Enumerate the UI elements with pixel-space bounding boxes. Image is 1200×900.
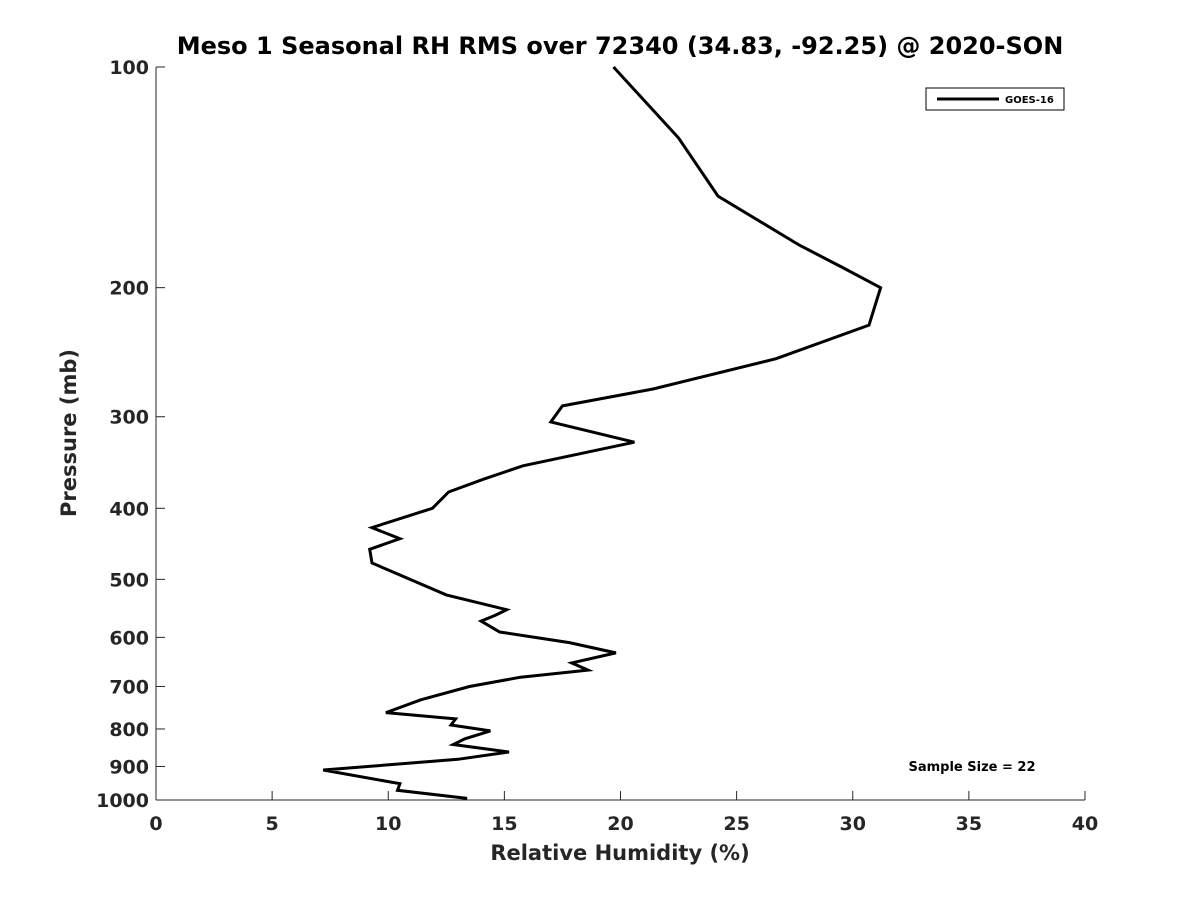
- x-tick-label-25: 25: [723, 813, 749, 835]
- series-line-goes-16: [322, 65, 883, 800]
- y-tick-label-300: 300: [109, 407, 149, 429]
- chart-title: Meso 1 Seasonal RH RMS over 72340 (34.83…: [177, 32, 1064, 60]
- x-tick-label-5: 5: [266, 813, 279, 835]
- y-tick-label-100: 100: [109, 57, 149, 79]
- x-tick-label-35: 35: [956, 813, 982, 835]
- y-tick-label-200: 200: [109, 278, 149, 300]
- x-tick-label-30: 30: [840, 813, 866, 835]
- y-tick-label-400: 400: [109, 498, 149, 520]
- y-tick-label-600: 600: [109, 627, 149, 649]
- x-tick-label-15: 15: [491, 813, 517, 835]
- plot-area: 0 5 10 15 20 25 30 35 40 100 200 300 400 500 600 700 800…: [96, 57, 1098, 835]
- y-tick-label-800: 800: [109, 719, 149, 741]
- x-tick-label-10: 10: [375, 813, 401, 835]
- y-tick-label-700: 700: [109, 676, 149, 698]
- sample-size-annotation: Sample Size = 22: [908, 760, 1035, 775]
- y-tick-label-1000: 1000: [96, 790, 149, 812]
- x-tick-label-40: 40: [1072, 813, 1098, 835]
- x-tick-label-20: 20: [607, 813, 633, 835]
- legend: GOES-16: [925, 87, 1065, 111]
- y-tick-label-500: 500: [109, 569, 149, 591]
- legend-label-goes-16: GOES-16: [1005, 95, 1054, 106]
- y-tick-label-900: 900: [109, 756, 149, 778]
- x-axis-label: Relative Humidity (%): [490, 841, 749, 865]
- x-tick-label-0: 0: [149, 813, 162, 835]
- y-axis-label: Pressure (mb): [57, 349, 81, 517]
